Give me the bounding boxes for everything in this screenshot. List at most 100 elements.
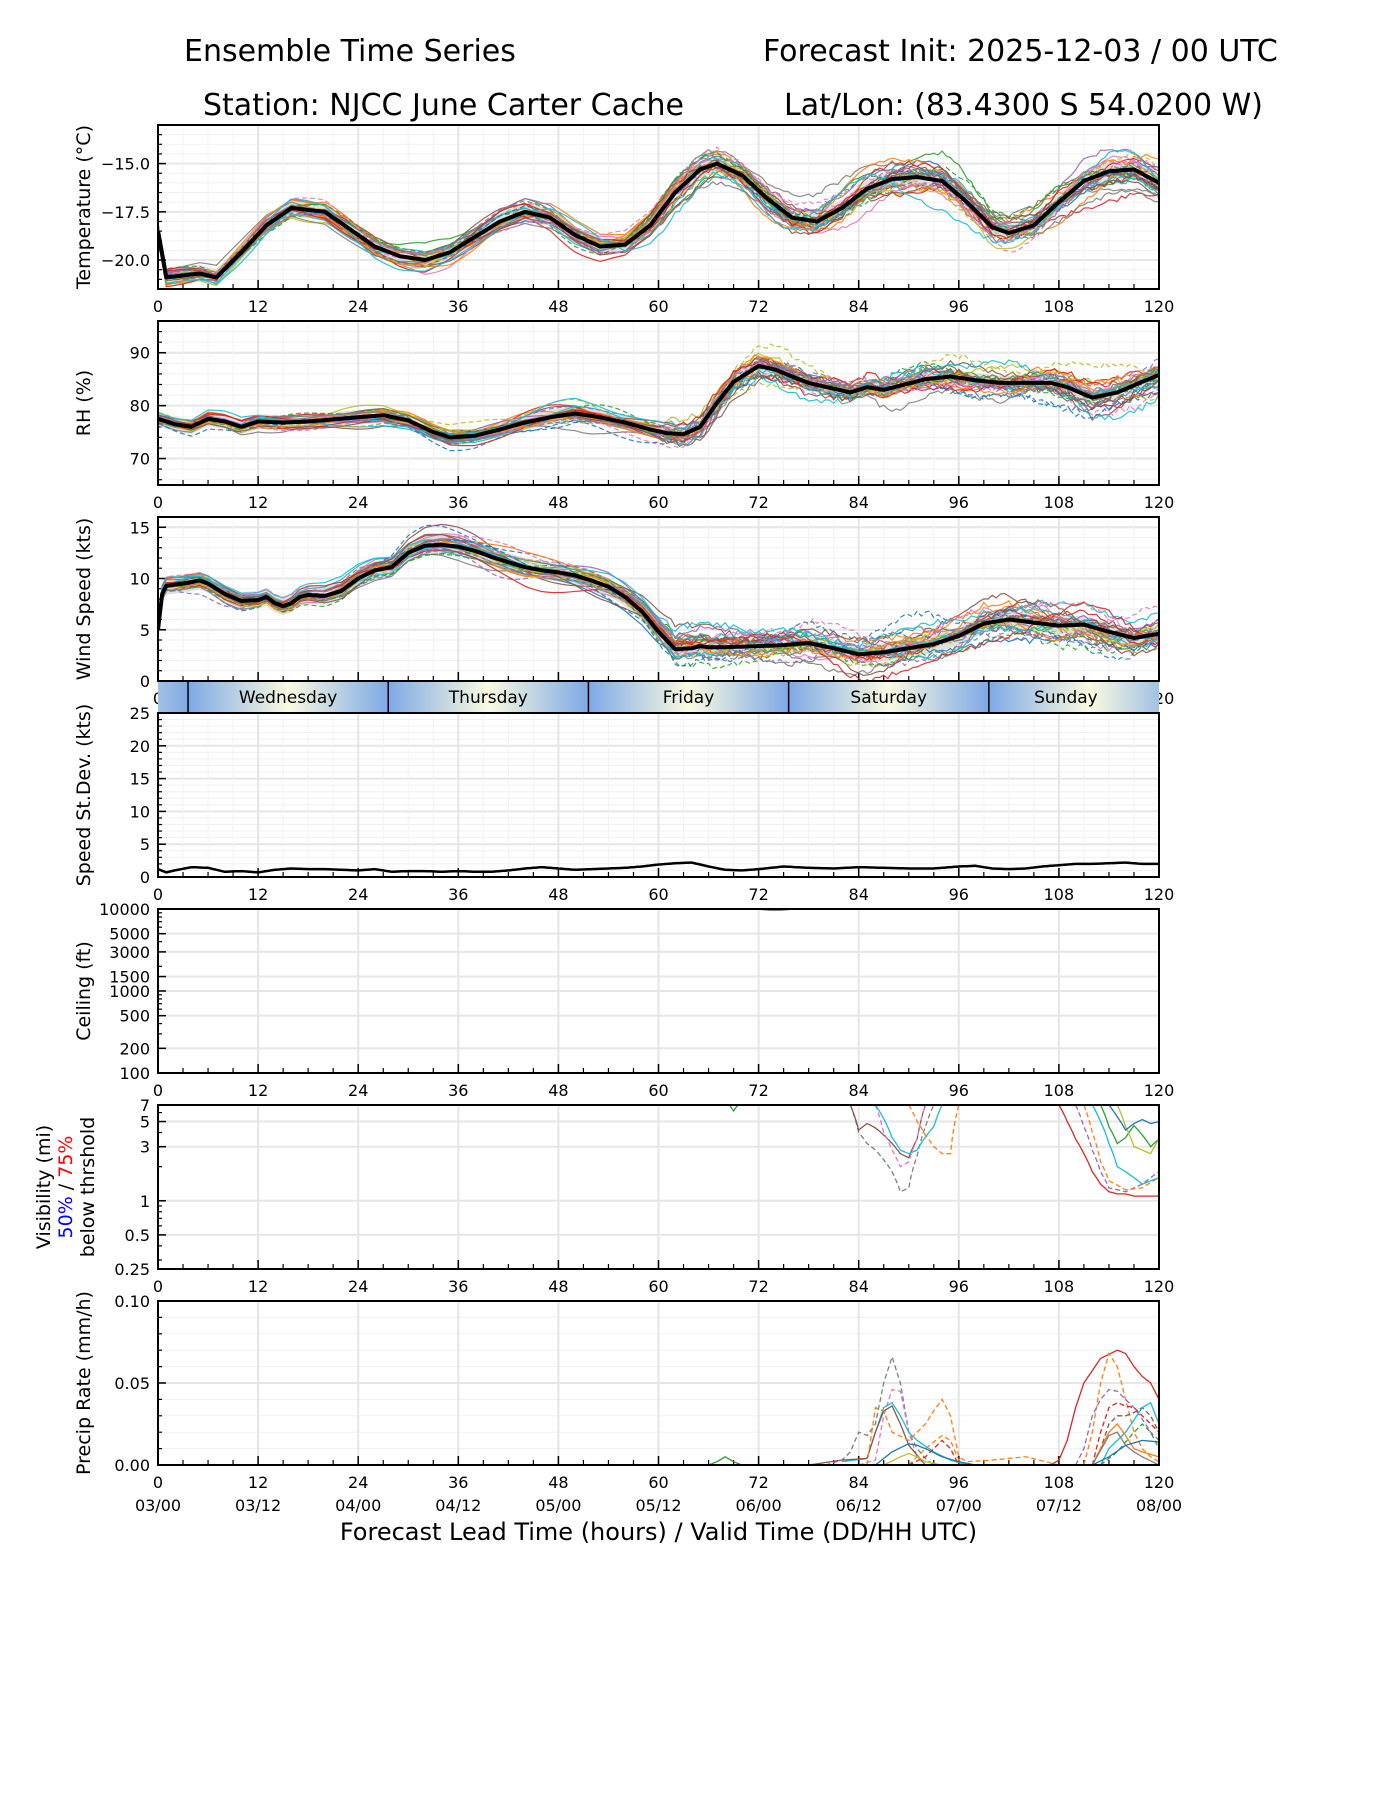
- y-tick-label: 15: [130, 770, 150, 789]
- x-tick-label: 0: [153, 493, 163, 512]
- y-tick-label: 20: [130, 737, 150, 756]
- forecast-init-label: Forecast Init: 2025-12-03 / 00 UTC: [763, 34, 1278, 69]
- x-tick-label: 12: [248, 297, 268, 316]
- x-tick-label: 24: [348, 1081, 368, 1100]
- ensemble-member-line: [1091, 1401, 1159, 1465]
- y-tick-label: 0.05: [114, 1374, 150, 1393]
- ensemble-member-line: [1058, 1105, 1159, 1197]
- x-tick-label: 36: [448, 1277, 468, 1296]
- plot-area: [158, 861, 1159, 874]
- x-tick-date-label: 07/12: [1036, 1496, 1082, 1515]
- panel-wind_speed: 05101501224364860728496108120Wind Speed …: [73, 516, 1174, 708]
- x-tick-label: 0: [153, 1277, 163, 1296]
- x-tick-label: 48: [548, 885, 568, 904]
- x-tick-label: 120: [1144, 1473, 1175, 1492]
- x-tick-date-label: 04/12: [435, 1496, 481, 1515]
- ensemble-mean-line: [158, 542, 1159, 657]
- figure-title: Ensemble Time Series: [184, 34, 516, 69]
- x-tick-date-label: 06/12: [836, 1496, 882, 1515]
- x-tick-date-label: 06/00: [736, 1496, 782, 1515]
- ensemble-member-line: [1100, 1423, 1159, 1465]
- ensemble-member-line: [1091, 1105, 1159, 1185]
- y-axis-label: Visibility (mi): [33, 1125, 55, 1249]
- x-tick-label: 108: [1044, 297, 1075, 316]
- ensemble-mean-line: [158, 364, 1159, 440]
- x-tick-label: 108: [1044, 493, 1075, 512]
- y-tick-label: 7: [140, 1096, 150, 1115]
- vis-75pct-label: 75%: [55, 1136, 77, 1178]
- x-tick-label: 36: [448, 1473, 468, 1492]
- x-tick-label: 96: [949, 1473, 969, 1492]
- ensemble-member-line: [1091, 1406, 1159, 1465]
- x-tick-label: 84: [849, 1081, 869, 1100]
- ensemble-member-line: [874, 1105, 927, 1168]
- x-tick-label: 60: [648, 297, 668, 316]
- x-tick-date-label: 07/00: [936, 1496, 982, 1515]
- x-tick-label: 12: [248, 1081, 268, 1100]
- x-tick-label: 0: [153, 885, 163, 904]
- x-tick-label: 24: [348, 493, 368, 512]
- x-tick-label: 108: [1044, 1473, 1075, 1492]
- ensemble-member-line: [158, 149, 1159, 284]
- x-tick-label: 24: [348, 1277, 368, 1296]
- ensemble-member-line: [708, 1456, 759, 1465]
- x-tick-label: 120: [1144, 297, 1175, 316]
- x-tick-label: 36: [448, 297, 468, 316]
- ensemble-member-line: [1108, 1105, 1159, 1132]
- day-label: Sunday: [1034, 688, 1098, 708]
- x-tick-label: 12: [248, 493, 268, 512]
- ensemble-member-line: [808, 1405, 926, 1465]
- x-tick-label: 12: [248, 1277, 268, 1296]
- stdev-line: [158, 861, 1159, 874]
- day-label: Wednesday: [239, 688, 337, 708]
- plot-frame: [157, 1104, 1160, 1270]
- y-axis-label: Precip Rate (mm/h): [73, 1291, 95, 1475]
- ensemble-member-line: [883, 1452, 943, 1465]
- x-tick-label: 0: [153, 297, 163, 316]
- ensemble-member-line: [158, 148, 1159, 277]
- y-tick-label: −15.0: [101, 155, 150, 174]
- plot-area: [708, 1349, 1159, 1465]
- ensemble-member-line: [908, 1434, 968, 1465]
- station-label: Station: NJCC June Carter Cache: [203, 88, 684, 123]
- ensemble-member-line: [158, 549, 1159, 668]
- y-axis-label: Speed St.Dev. (kts): [73, 704, 95, 887]
- y-tick-label: 1: [140, 1192, 150, 1211]
- plot-area: [728, 1105, 1159, 1197]
- x-tick-label: 96: [949, 1277, 969, 1296]
- x-tick-date-label: 05/00: [535, 1496, 581, 1515]
- y-tick-label: 0.25: [114, 1260, 150, 1279]
- x-tick-label: 24: [348, 885, 368, 904]
- x-tick-label: 48: [548, 297, 568, 316]
- y-tick-label: 0: [140, 868, 150, 887]
- y-tick-label: 10: [130, 802, 150, 821]
- x-tick-label: 72: [748, 1473, 768, 1492]
- ensemble-member-line: [158, 361, 1159, 445]
- x-tick-label: 84: [849, 1473, 869, 1492]
- panel-precip_rate: 0.00 0.05 0.10 0 03/00 12 03/12 24 04/00 36 04/12 4…: [73, 1291, 1182, 1515]
- x-tick-label: 84: [849, 885, 869, 904]
- y-axis-label: Ceiling (ft): [73, 941, 95, 1041]
- ensemble-member-line: [1091, 1423, 1159, 1465]
- y-tick-label: 10000: [99, 900, 150, 919]
- y-tick-label: 0: [140, 672, 150, 691]
- y-tick-label: 5: [140, 621, 150, 640]
- x-tick-label: 24: [348, 1473, 368, 1492]
- y-tick-label: 100: [119, 1064, 150, 1083]
- ensemble-mean-line: [158, 161, 1159, 280]
- ensemble-member-line: [158, 170, 1159, 277]
- ensemble-member-line: [875, 1443, 976, 1465]
- x-tick-label: 24: [348, 297, 368, 316]
- x-tick-label: 48: [548, 1473, 568, 1492]
- ensemble-member-line: [1083, 1105, 1159, 1191]
- y-tick-label: 3000: [109, 943, 150, 962]
- ensemble-member-line: [158, 549, 1159, 681]
- y-tick-label: 70: [130, 450, 150, 469]
- x-tick-label: 120: [1144, 885, 1175, 904]
- y-tick-label: 3: [140, 1138, 150, 1157]
- x-tick-label: 48: [548, 493, 568, 512]
- y-tick-label: 1000: [109, 982, 150, 1001]
- panel-temperature: −20.0 −17.5 −15.0 0 12 24 36 48 60 72 84 96 108 120 Te…: [73, 124, 1175, 316]
